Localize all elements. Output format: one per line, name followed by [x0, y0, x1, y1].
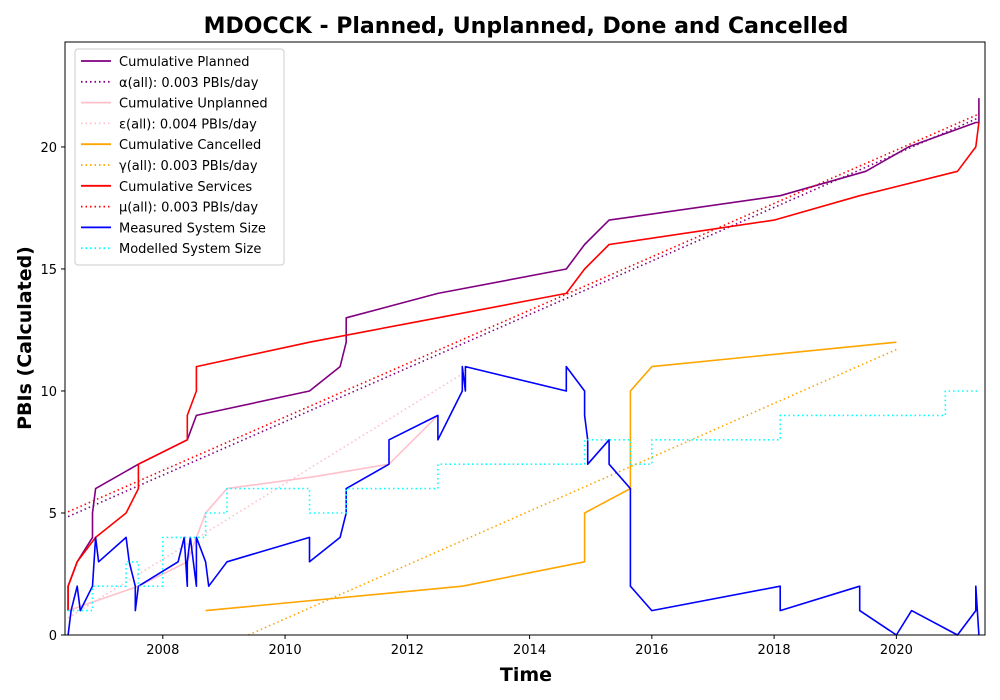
plot-border [64, 41, 986, 636]
y-axis-label: PBIs (Calculated) [14, 246, 36, 430]
legend-frame [74, 48, 285, 266]
legend-label: Cumulative Unplanned [119, 97, 268, 112]
legend-label: α(all): 0.003 PBIs/day [119, 76, 259, 91]
legend: Cumulative Planned α(all): 0.003 PBIs/day… [74, 48, 285, 266]
series-line-all-0-003-pbis-day [67, 116, 980, 518]
y-tick-label: 5 [49, 507, 57, 522]
x-tick-label: 2020 [880, 643, 913, 658]
legend-label: ε(all): 0.004 PBIs/day [119, 117, 257, 132]
x-tick-label: 2010 [269, 643, 302, 658]
y-tick-label: 20 [40, 141, 57, 156]
series-layer [67, 98, 980, 636]
x-tick-label: 2012 [391, 643, 424, 658]
series-line-cumulative-planned [67, 98, 980, 611]
chart-title: MDOCCK - Planned, Unplanned, Done and Ca… [204, 14, 849, 39]
legend-label: Modelled System Size [119, 242, 261, 257]
series-line-modelled-system-size [68, 390, 979, 612]
legend-label: μ(all): 0.003 PBIs/day [119, 201, 258, 216]
x-tick-label: 2018 [758, 643, 791, 658]
series-line-measured-system-size [67, 365, 980, 636]
legend-label: Cumulative Cancelled [119, 138, 261, 153]
series-line-cumulative-cancelled [205, 341, 897, 612]
y-axis: 0 5 10 15 20 [40, 141, 65, 644]
series-line-cumulative-services [67, 122, 980, 611]
x-tick-label: 2016 [635, 643, 668, 658]
y-tick-label: 0 [49, 629, 57, 644]
y-tick-label: 15 [40, 263, 57, 278]
series-line-all-0-003-pbis-day [248, 348, 897, 636]
legend-label: Cumulative Services [119, 180, 252, 195]
x-tick-label: 2014 [513, 643, 546, 658]
legend-label: Measured System Size [119, 221, 266, 236]
x-tick-label: 2008 [146, 643, 179, 658]
legend-label: Cumulative Planned [119, 55, 249, 70]
series-line-cumulative-unplanned [67, 414, 439, 612]
x-axis-label: Time [500, 664, 552, 686]
x-axis: 2008 2010 2012 2014 2016 2018 2020 [146, 635, 913, 658]
series-line-all-0-003-pbis-day [67, 113, 980, 513]
y-tick-label: 10 [40, 385, 57, 400]
legend-label: γ(all): 0.003 PBIs/day [119, 159, 258, 174]
